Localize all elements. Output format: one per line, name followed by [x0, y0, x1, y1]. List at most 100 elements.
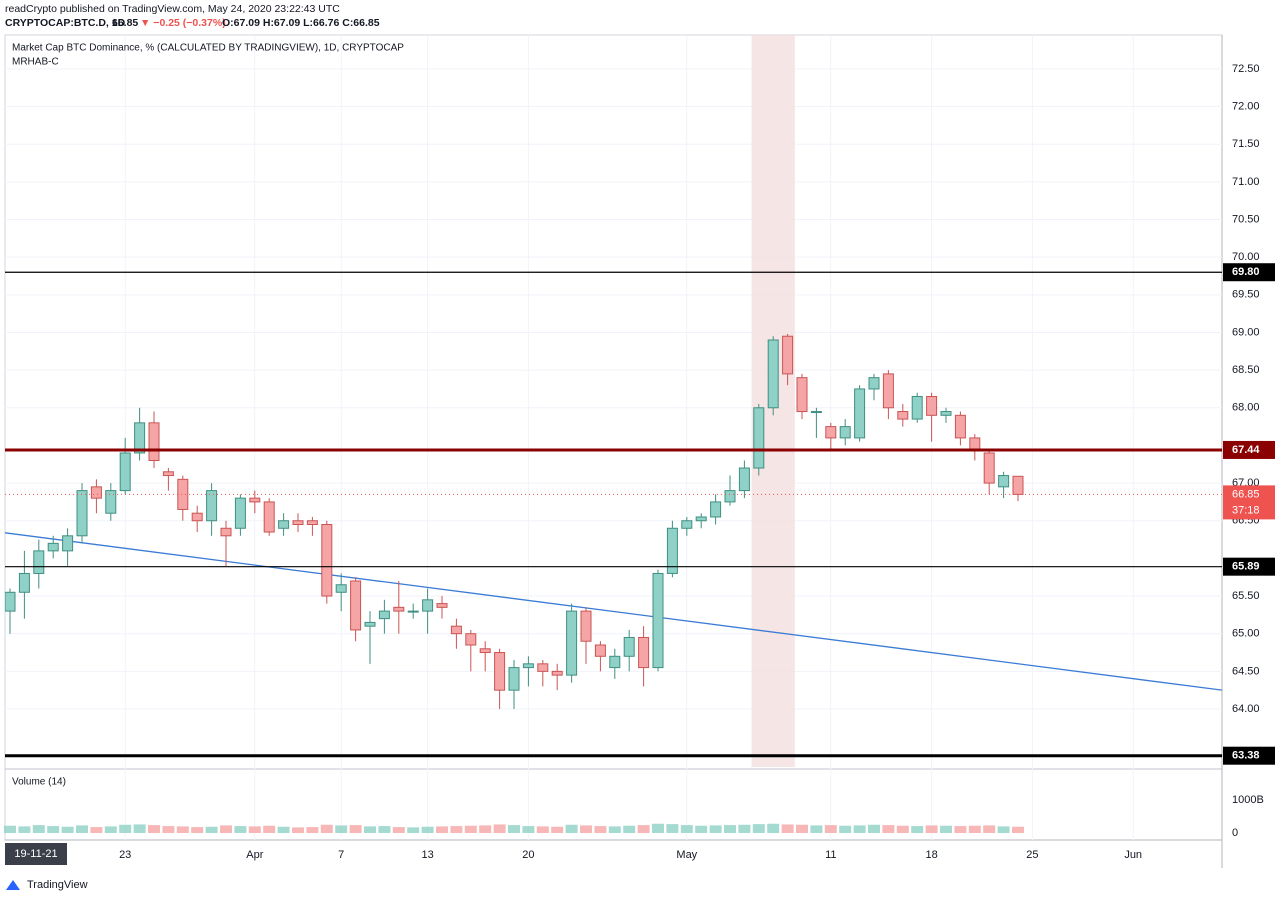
volume-bar: [292, 827, 304, 833]
candle-body: [393, 606, 405, 612]
candle-body: [162, 471, 174, 477]
level-label-box: [1223, 263, 1275, 282]
candle-body: [292, 520, 304, 526]
volume-bar: [493, 824, 506, 833]
brand: TradingView: [27, 879, 88, 891]
volume-bar: [882, 825, 895, 833]
volume-bar: [954, 826, 967, 833]
volume-bar: [349, 825, 362, 833]
candle-body: [897, 411, 909, 420]
volume-bar: [896, 825, 909, 833]
volume-bar: [580, 825, 592, 833]
candle-body: [710, 501, 722, 518]
trendline: [5, 532, 1222, 691]
candle-body: [998, 475, 1010, 488]
volume-bar: [652, 823, 664, 833]
volume-bar: [104, 826, 117, 833]
y-tick-label: 64.00: [1232, 703, 1260, 715]
candle-body: [782, 335, 794, 375]
y-tick-label: 68.00: [1232, 402, 1260, 414]
volume-bar: [695, 825, 708, 833]
volume-bar: [32, 825, 45, 833]
x-tick-label: Apr: [246, 849, 263, 861]
candle-body: [926, 395, 938, 416]
volume-tick-label: 0: [1232, 827, 1238, 839]
candle-body: [378, 610, 390, 620]
volume-bar: [637, 825, 650, 833]
countdown-label: 37:18: [1232, 504, 1260, 516]
candle-body: [652, 572, 664, 669]
candle-body: [105, 490, 117, 514]
candle-body: [18, 572, 30, 593]
range-badge-text: 19-11-21: [14, 848, 57, 860]
candle-body: [47, 542, 59, 552]
volume-bar: [320, 824, 333, 833]
range-badge[interactable]: [5, 843, 67, 865]
candle-body: [465, 633, 477, 646]
logo: [6, 880, 20, 890]
candle-body: [594, 644, 606, 657]
volume-bar: [767, 823, 780, 833]
candle-body: [249, 497, 261, 503]
volume-bar: [436, 826, 448, 833]
y-tick-label: 69.50: [1232, 289, 1260, 301]
candle-body: [940, 411, 952, 416]
candle-body: [306, 520, 318, 526]
volume-bar: [1012, 826, 1024, 833]
volume-bar: [450, 826, 463, 833]
candle-body: [263, 501, 275, 533]
candle-body: [983, 452, 995, 484]
y-tick-label: 72.50: [1232, 63, 1260, 75]
volume-bar: [61, 826, 74, 833]
level-label: 69.80: [1232, 266, 1260, 278]
candle-body: [494, 652, 506, 691]
volume-bar: [306, 827, 319, 833]
candle-body: [666, 527, 678, 574]
candle-body: [1012, 475, 1024, 495]
volume-bar: [911, 826, 924, 833]
candle-body: [206, 490, 218, 522]
candle-body: [609, 655, 621, 669]
candle-body: [767, 339, 779, 409]
volume-bar: [968, 825, 981, 833]
x-tick-label: 20: [522, 849, 534, 861]
candle-body: [810, 411, 822, 414]
candle-body: [321, 524, 333, 597]
x-tick-label: 18: [925, 849, 937, 861]
candle-body: [681, 520, 693, 529]
volume-bar: [508, 825, 520, 833]
x-tick-label: 13: [421, 849, 433, 861]
candle-body: [753, 407, 765, 469]
candle-body: [738, 467, 750, 492]
chart-title: Market Cap BTC Dominance, % (CALCULATED …: [12, 43, 404, 54]
price: 66.85: [112, 17, 138, 29]
candle-body: [724, 490, 736, 503]
candle-body: [62, 535, 74, 552]
candle-body: [278, 520, 290, 529]
candle-body: [148, 422, 160, 461]
volume-bar: [752, 824, 765, 833]
volume-bar: [810, 825, 823, 833]
candle-body: [119, 452, 131, 492]
candle-body: [191, 512, 203, 522]
volume-bar: [407, 827, 420, 833]
candle-body: [134, 422, 146, 454]
volume-bar: [623, 825, 636, 833]
volume-bar: [709, 825, 722, 833]
candle-body: [839, 426, 851, 439]
volume-bar: [90, 827, 103, 833]
candle-body: [479, 648, 491, 654]
candle-body: [796, 377, 808, 413]
volume-bar: [824, 825, 837, 833]
candle-body: [522, 663, 534, 669]
volume-bar: [796, 824, 808, 833]
candle-body: [551, 670, 563, 676]
level-label-box: [1223, 746, 1275, 765]
candle-body: [90, 486, 102, 499]
volume-bar: [839, 825, 852, 833]
candle-body: [177, 478, 189, 510]
candle-body: [882, 373, 894, 409]
volume-bar: [997, 826, 1010, 833]
volume-bar: [551, 826, 564, 833]
